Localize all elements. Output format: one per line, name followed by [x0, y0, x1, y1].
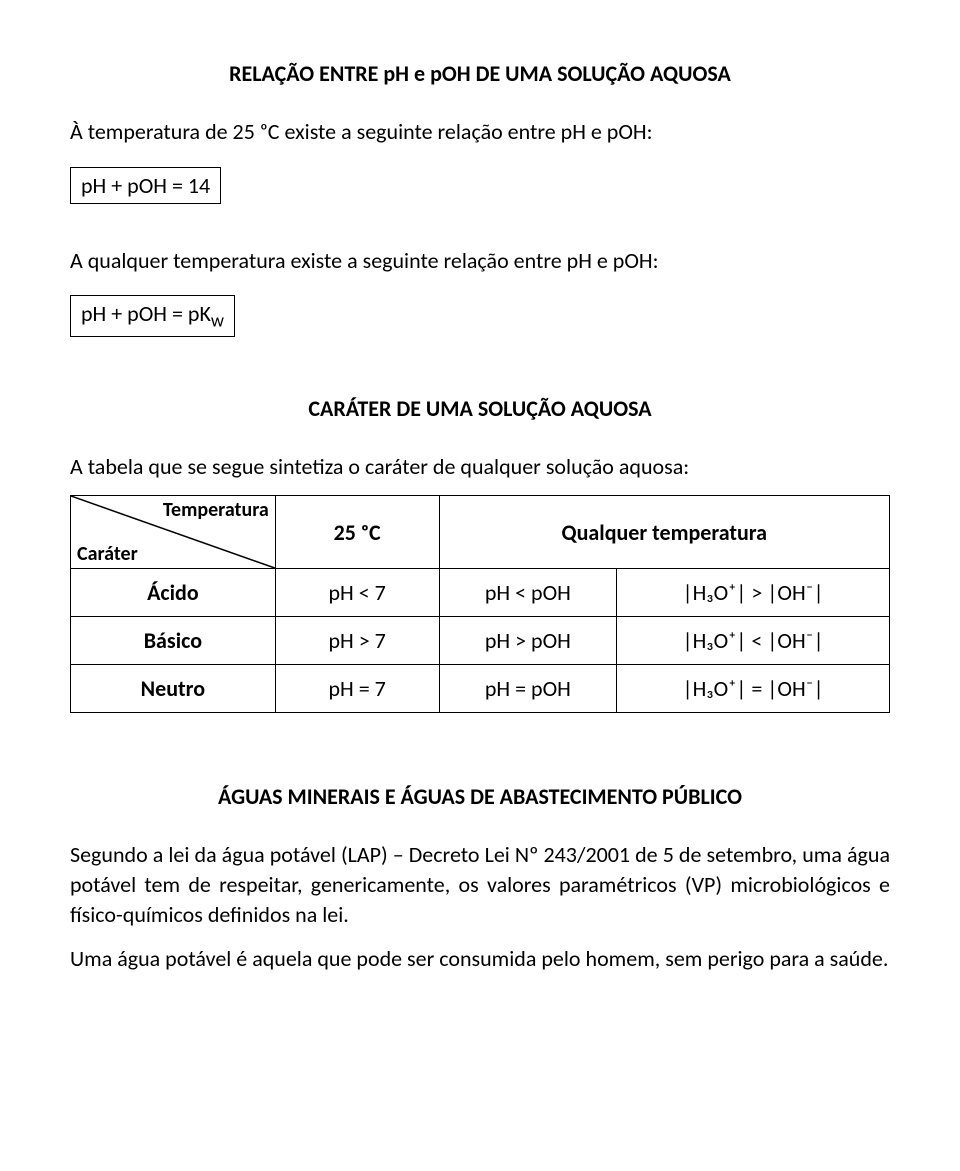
row-cell: pH < pOH — [439, 569, 617, 617]
paragraph-3a: Segundo a lei da água potável (LAP) – De… — [70, 840, 890, 929]
row-cell: pH > pOH — [439, 617, 617, 665]
diagonal-header-cell: Temperatura Caráter — [71, 496, 276, 569]
intro-paragraph-1: À temperatura de 25 ᵒC existe a seguinte… — [70, 117, 890, 147]
formula-2-text: pH + pOH = pK — [81, 300, 211, 327]
section-title-1: RELAÇÃO ENTRE pH e pOH DE UMA SOLUÇÃO AQ… — [70, 60, 890, 87]
section-title-2: CARÁTER DE UMA SOLUÇÃO AQUOSA — [70, 395, 890, 422]
row-label: Neutro — [71, 665, 276, 713]
row-cell: pH = 7 — [275, 665, 439, 713]
row-cell: pH < 7 — [275, 569, 439, 617]
formula-box-2: pH + pOH = pKw — [70, 295, 235, 336]
diag-header-bottom: Caráter — [77, 542, 138, 566]
row-cell: pH = pOH — [439, 665, 617, 713]
row-cell: pH > 7 — [275, 617, 439, 665]
col-header-any-temp: Qualquer temperatura — [439, 496, 889, 569]
intro-paragraph-2: A qualquer temperatura existe a seguinte… — [70, 246, 890, 276]
paragraph-3b: Uma água potável é aquela que pode ser c… — [70, 944, 890, 974]
character-table: Temperatura Caráter 25 ᵒC Qualquer tempe… — [70, 495, 890, 713]
formula-box-1: pH + pOH = 14 — [70, 167, 221, 204]
table-row: Ácido pH < 7 pH < pOH |H₃O⁺| > |OH⁻| — [71, 569, 890, 617]
row-label: Ácido — [71, 569, 276, 617]
formula-2-subscript: w — [211, 310, 224, 332]
col-header-25c: 25 ᵒC — [275, 496, 439, 569]
row-cell: |H₃O⁺| < |OH⁻| — [617, 617, 890, 665]
table-row: Neutro pH = 7 pH = pOH |H₃O⁺| = |OH⁻| — [71, 665, 890, 713]
diag-header-top: Temperatura — [163, 498, 269, 522]
row-label: Básico — [71, 617, 276, 665]
section-title-3: ÁGUAS MINERAIS E ÁGUAS DE ABASTECIMENTO … — [70, 783, 890, 810]
row-cell: |H₃O⁺| = |OH⁻| — [617, 665, 890, 713]
table-row: Básico pH > 7 pH > pOH |H₃O⁺| < |OH⁻| — [71, 617, 890, 665]
table-intro: A tabela que se segue sintetiza o caráte… — [70, 452, 890, 482]
row-cell: |H₃O⁺| > |OH⁻| — [617, 569, 890, 617]
